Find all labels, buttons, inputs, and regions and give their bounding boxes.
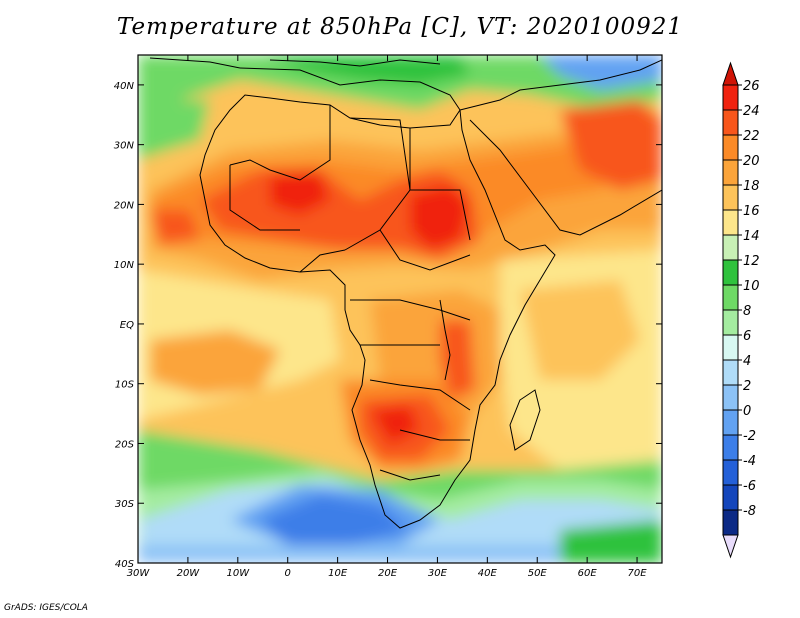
colorbar-top-arrow: [722, 61, 739, 86]
colorbar-label: 12: [743, 254, 760, 269]
colorbar-bottom-arrow: [722, 534, 739, 559]
lat-tick-label: EQ: [120, 320, 134, 331]
temperature-field: [138, 55, 662, 563]
latitude-axis: 40N 30N 20N 10N EQ 10S 20S 30S 40S: [114, 81, 662, 570]
colorbar-label: 6: [743, 329, 751, 344]
colorbar-label: 26: [743, 79, 760, 94]
lon-tick-label: 30E: [428, 568, 448, 579]
colorbar-label: -8: [743, 504, 756, 519]
colorbar-swatch: [722, 359, 739, 386]
lon-tick-label: 40E: [478, 568, 498, 579]
colorbar-swatch: [722, 284, 739, 311]
colorbar-swatch: [722, 459, 739, 486]
colorbar-label: -6: [743, 479, 756, 494]
coastlines: [149, 57, 662, 529]
lat-tick-label: 40N: [114, 81, 135, 92]
lat-tick-label: 10S: [115, 380, 135, 391]
colorbar-swatch: [722, 84, 739, 111]
lon-tick-label: 10W: [226, 568, 250, 579]
colorbar-label: -4: [743, 454, 756, 469]
colorbar-swatch: [722, 434, 739, 461]
lon-tick-label: 30W: [127, 568, 151, 579]
credit-text: GrADS: IGES/COLA: [4, 603, 88, 613]
colorbar-swatch: [722, 384, 739, 411]
colorbar-label: 10: [743, 279, 760, 294]
lat-tick-label: 30N: [114, 141, 135, 152]
colorbar-swatch: [722, 109, 739, 136]
colorbar-label: 16: [743, 204, 760, 219]
colorbar-swatch: [722, 334, 739, 361]
lat-tick-label: 30S: [115, 499, 135, 510]
colorbar-label: 24: [743, 104, 760, 119]
colorbar-label: 8: [743, 304, 751, 319]
lon-tick-label: 60E: [578, 568, 598, 579]
lat-tick-label: 20N: [114, 200, 135, 211]
colorbar-label: 22: [743, 129, 760, 144]
colorbar-swatch: [722, 309, 739, 336]
plot-frame: [137, 54, 663, 564]
longitude-axis: 30W 20W 10W 0 10E 20E 30E 40E 50E 60E 70E: [127, 55, 648, 579]
lon-tick-label: 20E: [378, 568, 398, 579]
lon-tick-label: 10E: [328, 568, 348, 579]
lat-tick-label: 20S: [115, 439, 135, 450]
colorbar-swatch: [722, 409, 739, 436]
colorbar-label: 2: [743, 379, 751, 394]
colorbar-swatch: [722, 234, 739, 261]
lat-tick-label: 10N: [114, 260, 135, 271]
colorbar-label: 14: [743, 229, 760, 244]
colorbar-swatch: [722, 259, 739, 286]
colorbar-swatch: [722, 484, 739, 511]
colorbar-swatch: [722, 509, 739, 536]
colorbar-label: 4: [743, 354, 751, 369]
colorbar-label: 0: [743, 404, 751, 419]
colorbar-label: 18: [743, 179, 760, 194]
lon-tick-label: 70E: [628, 568, 648, 579]
colorbar-swatch: [722, 159, 739, 186]
lon-tick-label: 0: [285, 568, 291, 579]
lon-tick-label: 20W: [177, 568, 201, 579]
colorbar-label: 20: [743, 154, 760, 169]
colorbar-swatch: [722, 209, 739, 236]
colorbar-swatch: [722, 134, 739, 161]
lat-tick-label: 40S: [115, 559, 135, 570]
lon-tick-label: 50E: [528, 568, 548, 579]
colorbar-swatch: [722, 184, 739, 211]
map-title: Temperature at 850hPa [C], VT: 202010092…: [116, 14, 684, 40]
colorbar-label: -2: [743, 429, 756, 444]
